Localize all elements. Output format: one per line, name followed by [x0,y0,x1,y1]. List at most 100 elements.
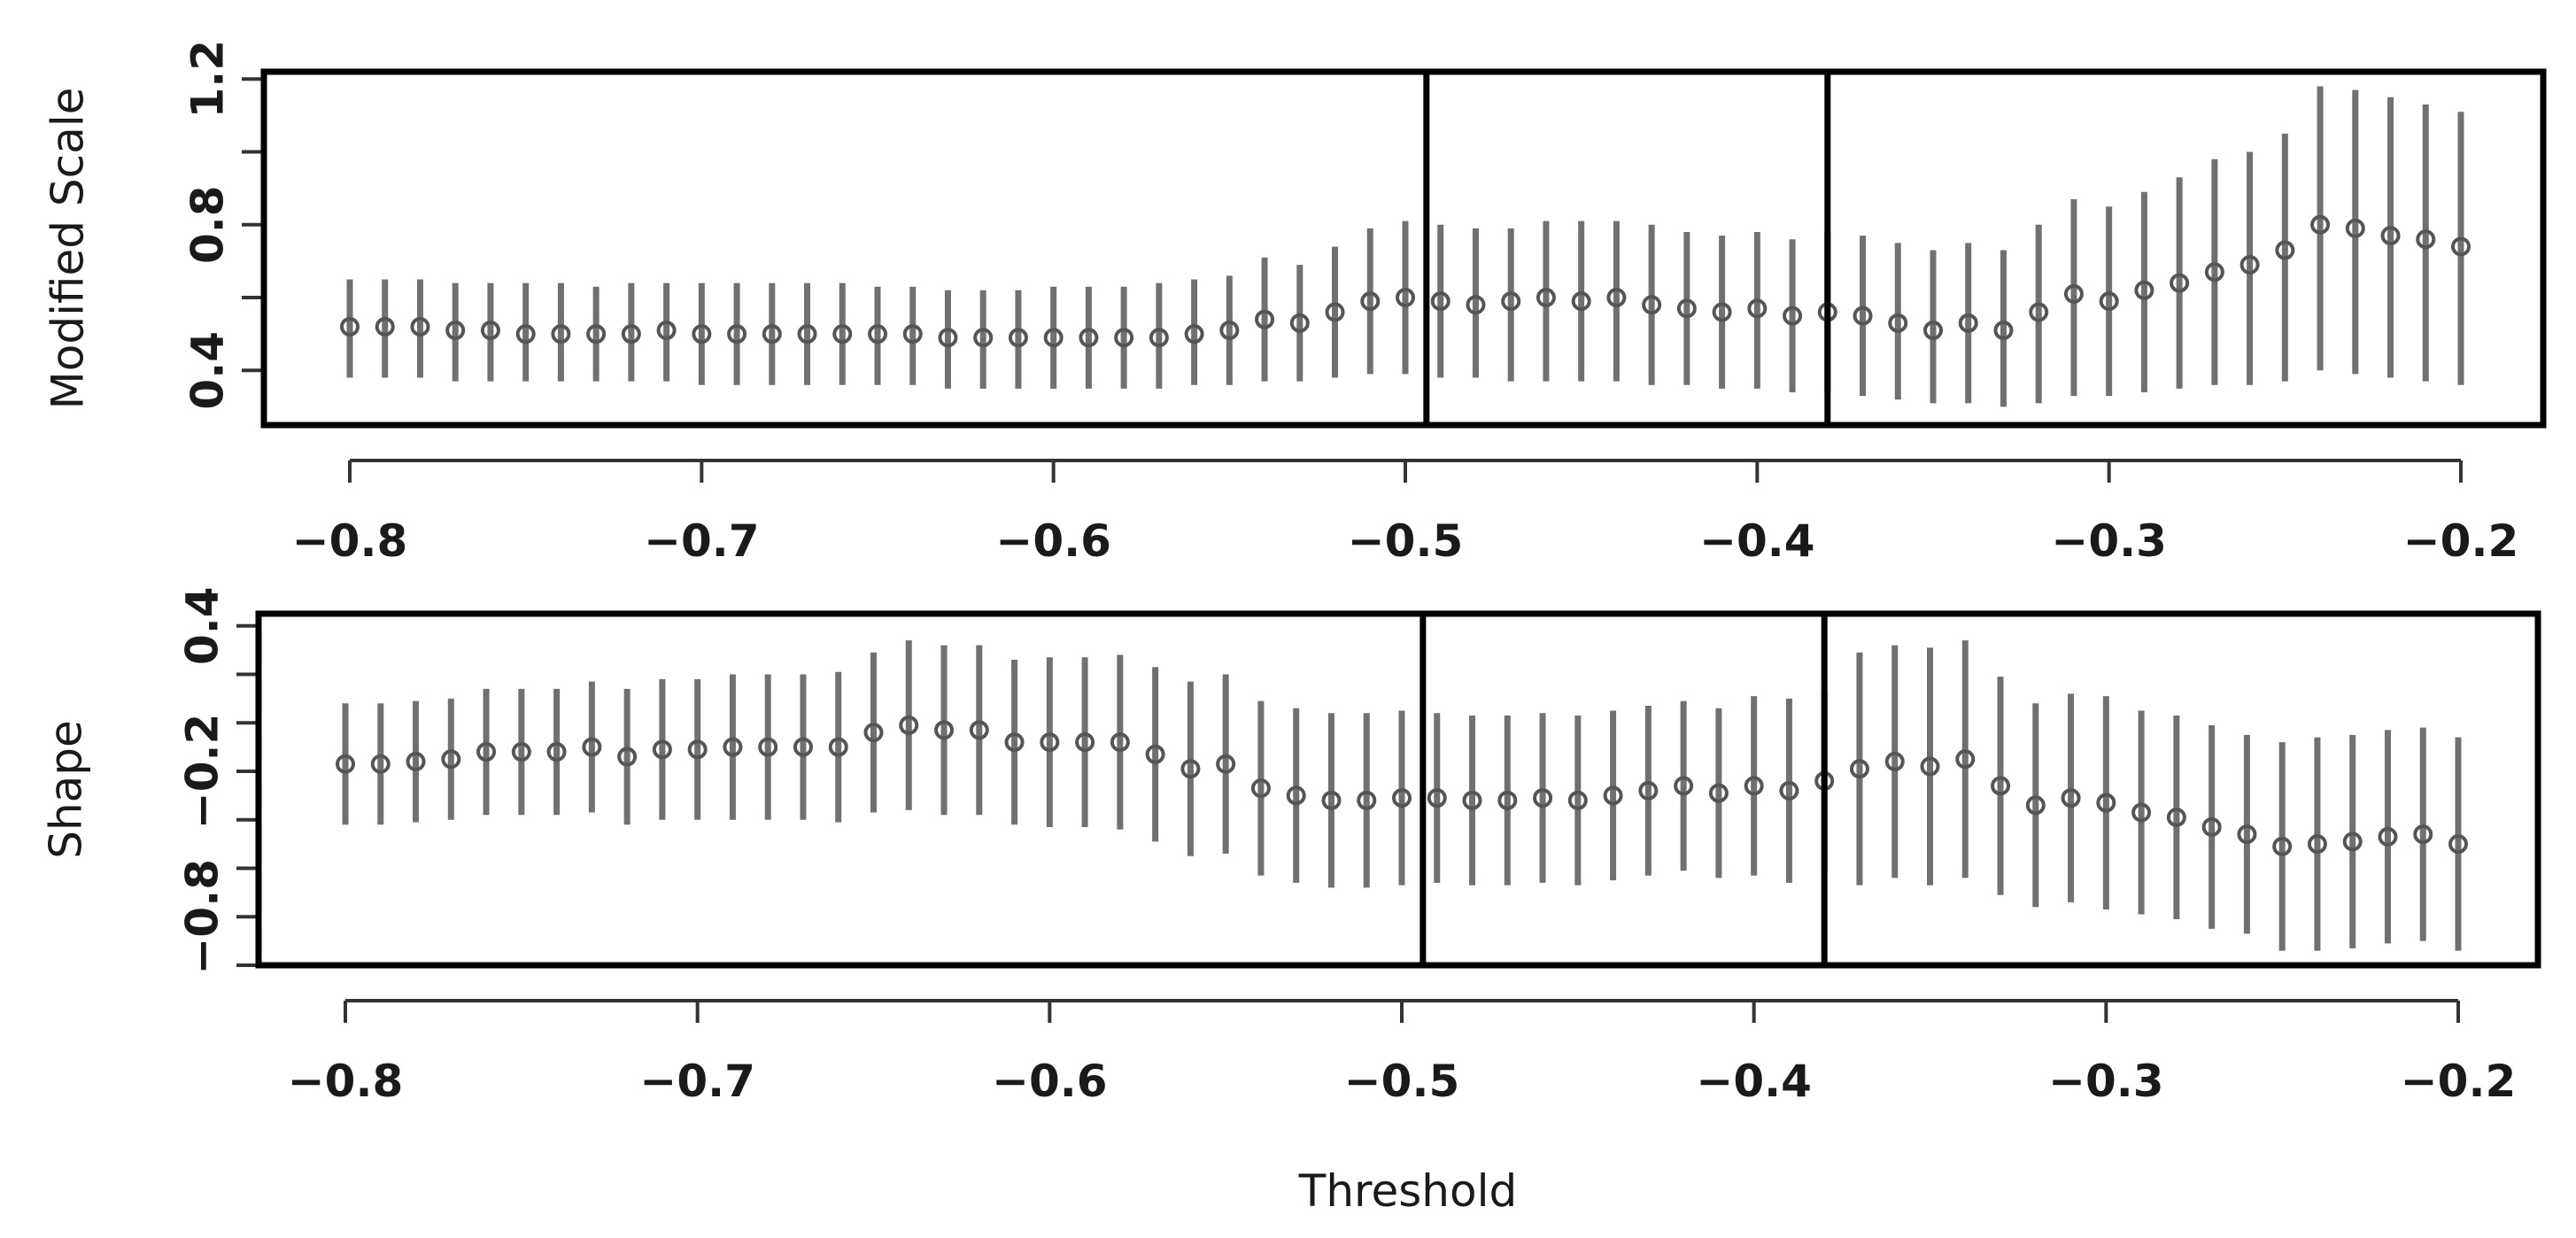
x-axis-title: Threshold [1298,1165,1517,1217]
x-tick-label: −0.2 [2401,1056,2516,1107]
data-point [1325,302,1345,322]
data-point [1497,790,1518,810]
data-point [1462,790,1482,810]
data-point [375,316,395,337]
data-point [1110,732,1130,753]
data-point [758,737,778,757]
data-point [1392,788,1412,809]
data-point [1991,776,2011,796]
data-point [1888,313,1908,333]
data-point [1357,790,1377,810]
data-point [902,324,923,344]
data-point [1779,780,1799,801]
data-point [934,720,955,740]
data-point [687,739,708,760]
data-point [1360,291,1381,312]
plot-frame [260,68,2547,429]
data-point [2131,802,2152,823]
shape-panel: −0.8 −0.2 0.4 −0.8 −0.7 −0.6 −0.5 −0.4 −0.3 −0.2 S… [41,586,2541,1217]
data-point [2378,826,2398,847]
y-tick-label: −0.8 [177,859,228,974]
data-point [546,742,567,762]
data-point [1501,291,1521,312]
data-point [973,328,994,348]
y-tick-label: 0.4 [177,586,228,665]
data-point [1606,288,1627,308]
data-point [1145,744,1165,764]
data-point [793,737,813,757]
data-point [1184,324,1204,344]
data-point [868,324,887,344]
data-point [1783,306,1803,326]
data-point [476,742,497,762]
x-tick-label: −0.6 [995,515,1110,567]
data-point [2204,262,2224,282]
data-point [727,324,747,344]
x-tick-label: −0.2 [2403,515,2518,567]
data-point [1289,313,1310,333]
data-point [1536,288,1556,308]
data-point [1321,790,1342,810]
data-point [1920,756,1940,777]
data-point [863,723,884,743]
data-point [1923,321,1943,341]
data-point [1638,780,1659,801]
data-point [406,752,426,772]
x-tick-label: −0.4 [1699,515,1814,567]
x-tick-label: −0.5 [1348,515,1463,567]
data-point [2451,236,2471,257]
data-point [828,737,848,757]
x-tick-label: −0.7 [644,515,759,567]
data-point [410,316,430,337]
data-point [2239,255,2260,275]
data-point [586,324,607,344]
data-point [1250,778,1271,799]
data-point [1079,328,1099,348]
y-axis-title: Modified Scale [43,88,94,410]
data-point [2413,824,2433,845]
data-point [1747,298,1768,319]
data-point [1567,790,1588,810]
data-point [1955,749,1976,770]
data-point [1676,298,1697,319]
data-point [1427,788,1447,809]
data-point [340,316,360,337]
data-point [1533,788,1553,809]
data-point [762,324,782,344]
data-point [2061,788,2081,809]
data-point [1849,759,1869,779]
data-point [2134,280,2154,300]
data-point [969,720,989,740]
data-point [2416,229,2436,250]
data-point [1255,309,1275,329]
y-tick-label: 0.4 [182,331,234,410]
data-point [692,324,712,344]
data-point [656,321,677,341]
x-tick-label: −0.3 [2051,515,2166,567]
y-axis-title: Shape [41,720,92,859]
data-point [899,715,919,735]
data-point [2345,218,2365,238]
data-point [2275,240,2295,260]
modified-scale-panel: 0.4 0.8 1.2 −0.8 −0.7 −0.6 −0.5 −0.4 −0.3 −0.2 Mod… [43,40,2547,567]
x-tick-label: −0.8 [292,515,407,567]
x-tick-label: −0.3 [2048,1056,2163,1107]
data-point [441,749,461,770]
data-point [2029,302,2049,322]
data-point [336,754,355,774]
data-point [1884,752,1905,772]
data-point [1571,291,1591,312]
data-point [1712,302,1732,322]
data-point [723,737,743,757]
data-point [1466,295,1486,315]
data-point [2096,793,2116,813]
data-point [1430,291,1450,312]
data-point [2380,226,2401,246]
data-point [582,737,602,757]
plot-frame [255,610,2541,969]
data-point [2307,834,2327,855]
data-point [1114,328,1134,348]
data-point [1853,306,1873,326]
data-point [370,754,391,774]
